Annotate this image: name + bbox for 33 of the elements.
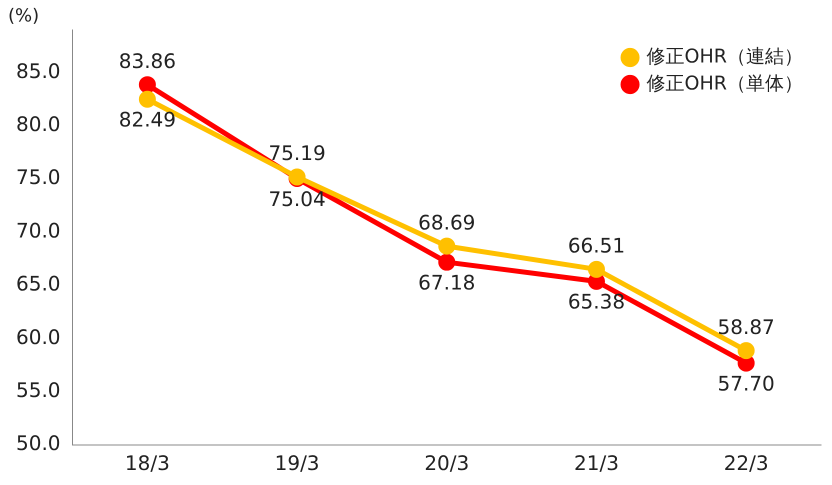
y-tick-label: 80.0 bbox=[16, 112, 61, 136]
y-tick-label: 65.0 bbox=[16, 272, 61, 296]
x-tick-label: 20/3 bbox=[424, 451, 470, 476]
y-tick-label: 60.0 bbox=[16, 324, 61, 349]
y-tick-label: 70.0 bbox=[16, 218, 61, 242]
x-tick-label: 18/3 bbox=[124, 451, 170, 476]
data-label: 66.51 bbox=[568, 234, 626, 258]
y-tick-label: 85.0 bbox=[16, 58, 61, 83]
x-tick-label: 22/3 bbox=[724, 451, 769, 476]
data-label: 75.04 bbox=[268, 186, 326, 211]
y-tick-label: 75.0 bbox=[16, 165, 61, 190]
y-axis-title: (%) bbox=[8, 6, 40, 27]
point bbox=[588, 260, 605, 278]
y-tick-label: 50.0 bbox=[16, 431, 61, 456]
data-label: 65.38 bbox=[568, 290, 626, 314]
point bbox=[138, 90, 156, 108]
point bbox=[438, 254, 456, 271]
data-label: 57.70 bbox=[718, 371, 775, 396]
x-tick-label: 19/3 bbox=[274, 451, 320, 476]
data-label: 75.19 bbox=[268, 141, 326, 166]
point bbox=[138, 76, 156, 94]
data-label: 82.49 bbox=[118, 107, 176, 132]
y-tick-label: 55.0 bbox=[16, 378, 61, 402]
data-label: 58.87 bbox=[718, 314, 775, 339]
point bbox=[738, 354, 755, 372]
data-label: 68.69 bbox=[418, 210, 476, 234]
data-label: 67.18 bbox=[418, 270, 476, 294]
point bbox=[738, 342, 755, 360]
legend-label: 修正OHR（単体） bbox=[646, 72, 804, 94]
x-tick-label: 21/3 bbox=[574, 451, 619, 476]
data-label: 83.86 bbox=[118, 48, 176, 73]
point bbox=[438, 238, 456, 255]
legend-label: 修正OHR（連結） bbox=[646, 45, 804, 68]
